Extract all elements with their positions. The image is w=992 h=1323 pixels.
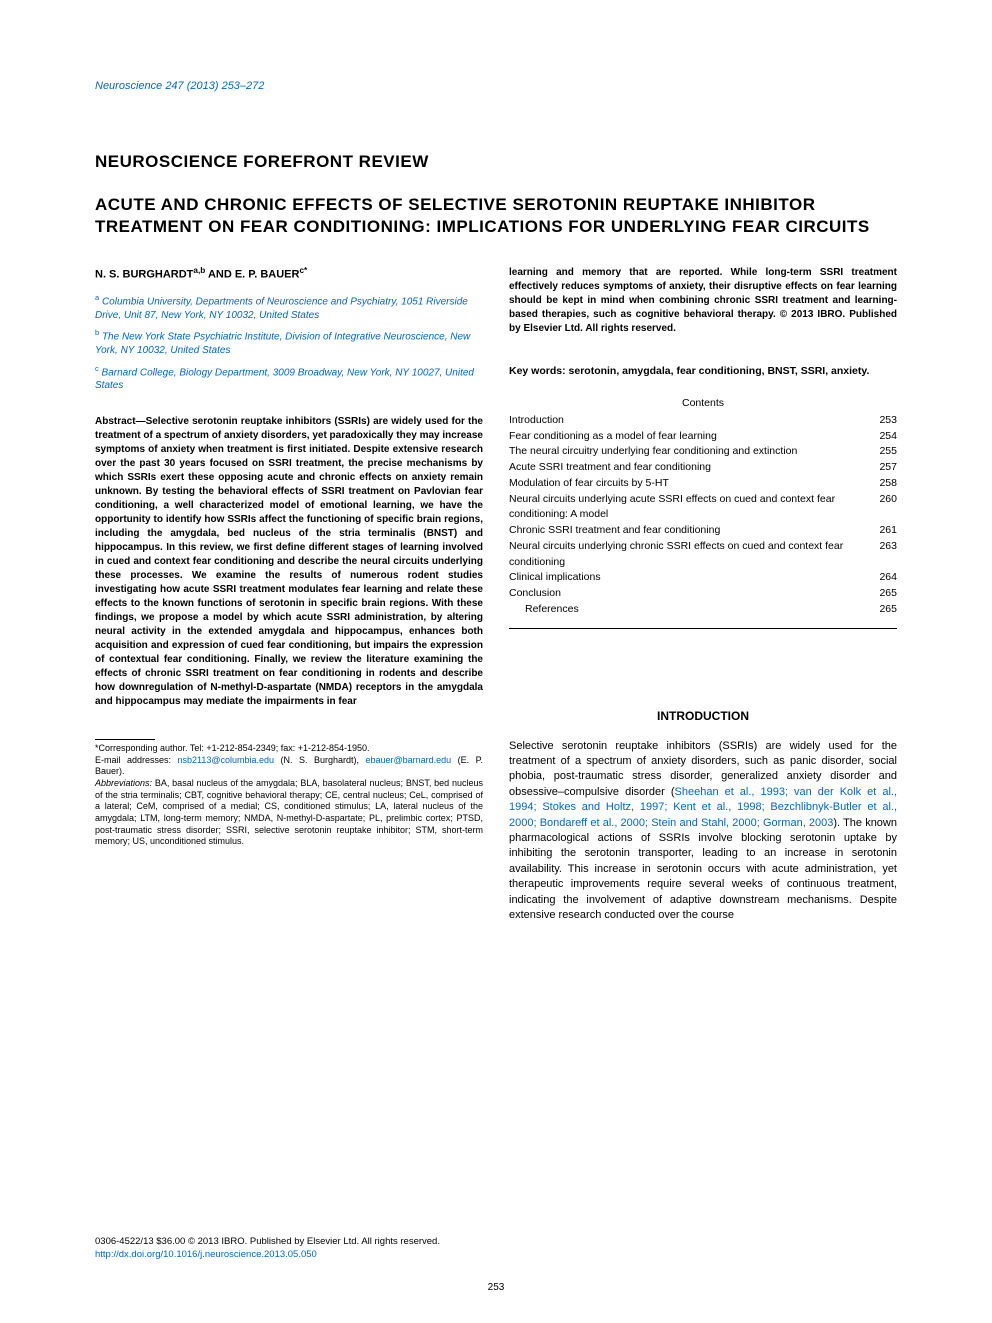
journal-reference: Neuroscience 247 (2013) 253–272 <box>95 80 897 92</box>
toc-label: Modulation of fear circuits by 5-HT <box>509 476 879 492</box>
toc-entry[interactable]: References265 <box>509 602 897 618</box>
toc-page: 253 <box>879 413 897 429</box>
right-column: learning and memory that are reported. W… <box>509 266 897 923</box>
corresponding-author-footnote: *Corresponding author. Tel: +1-212-854-2… <box>95 743 483 755</box>
toc-page: 261 <box>879 523 897 539</box>
toc-entry[interactable]: The neural circuitry underlying fear con… <box>509 444 897 460</box>
toc-entry[interactable]: Chronic SSRI treatment and fear conditio… <box>509 523 897 539</box>
intro-text-2: ). The known pharmacological actions of … <box>509 817 897 921</box>
contents-rule <box>509 628 897 629</box>
toc-page: 264 <box>879 570 897 586</box>
contents-heading: Contents <box>509 397 897 409</box>
toc-label: Chronic SSRI treatment and fear conditio… <box>509 523 879 539</box>
introduction-body: Selective serotonin reuptake inhibitors … <box>509 739 897 924</box>
toc-page: 255 <box>879 444 897 460</box>
toc-label: Conclusion <box>509 586 879 602</box>
affiliation: b The New York State Psychiatric Institu… <box>95 328 483 357</box>
toc-label: Neural circuits underlying chronic SSRI … <box>509 539 879 571</box>
author-email-link-2[interactable]: ebauer@barnard.edu <box>365 755 451 765</box>
abstract-text-right: learning and memory that are reported. W… <box>509 266 897 336</box>
abbreviations-text: BA, basal nucleus of the amygdala; BLA, … <box>95 778 483 846</box>
page-number: 253 <box>0 1282 992 1293</box>
toc-label: References <box>509 602 879 618</box>
abbreviations-label: Abbreviations: <box>95 778 152 788</box>
doi-link[interactable]: http://dx.doi.org/10.1016/j.neuroscience… <box>95 1249 317 1260</box>
footer-issn: 0306-4522/13 $36.00 © 2013 IBRO. Publish… <box>95 1236 440 1247</box>
left-column: N. S. BURGHARDTa,b AND E. P. BAUERc* a C… <box>95 266 483 923</box>
review-section-label: NEUROSCIENCE FOREFRONT REVIEW <box>95 152 897 172</box>
abstract-text-left: Abstract—Selective serotonin reuptake in… <box>95 415 483 709</box>
footer-publication-info: 0306-4522/13 $36.00 © 2013 IBRO. Publish… <box>95 1236 897 1261</box>
toc-page: 265 <box>879 586 897 602</box>
toc-page: 263 <box>879 539 897 555</box>
table-of-contents: Introduction253Fear conditioning as a mo… <box>509 413 897 618</box>
toc-label: Fear conditioning as a model of fear lea… <box>509 429 879 445</box>
toc-entry[interactable]: Modulation of fear circuits by 5-HT258 <box>509 476 897 492</box>
toc-entry[interactable]: Acute SSRI treatment and fear conditioni… <box>509 460 897 476</box>
email-label: E-mail addresses: <box>95 755 177 765</box>
toc-label: Clinical implications <box>509 570 879 586</box>
toc-page: 254 <box>879 429 897 445</box>
affiliation: a Columbia University, Departments of Ne… <box>95 293 483 322</box>
toc-entry[interactable]: Clinical implications264 <box>509 570 897 586</box>
toc-page: 257 <box>879 460 897 476</box>
toc-label: Acute SSRI treatment and fear conditioni… <box>509 460 879 476</box>
toc-page: 265 <box>879 602 897 618</box>
author-name-1: (N. S. Burghardt), <box>274 755 365 765</box>
toc-label: Neural circuits underlying acute SSRI ef… <box>509 492 879 524</box>
keywords: Key words: serotonin, amygdala, fear con… <box>509 364 897 379</box>
author-email-link-1[interactable]: nsb2113@columbia.edu <box>177 755 274 765</box>
toc-entry[interactable]: Neural circuits underlying chronic SSRI … <box>509 539 897 571</box>
email-footnote: E-mail addresses: nsb2113@columbia.edu (… <box>95 755 483 778</box>
toc-entry[interactable]: Introduction253 <box>509 413 897 429</box>
toc-entry[interactable]: Fear conditioning as a model of fear lea… <box>509 429 897 445</box>
toc-label: Introduction <box>509 413 879 429</box>
footnote-separator <box>95 739 155 740</box>
toc-page: 260 <box>879 492 897 508</box>
toc-page: 258 <box>879 476 897 492</box>
author-list: N. S. BURGHARDTa,b AND E. P. BAUERc* <box>95 266 483 281</box>
toc-label: The neural circuitry underlying fear con… <box>509 444 879 460</box>
affiliation: c Barnard College, Biology Department, 3… <box>95 364 483 393</box>
article-title: ACUTE AND CHRONIC EFFECTS OF SELECTIVE S… <box>95 194 897 238</box>
introduction-heading: INTRODUCTION <box>509 709 897 723</box>
toc-entry[interactable]: Neural circuits underlying acute SSRI ef… <box>509 492 897 524</box>
abbreviations-footnote: Abbreviations: BA, basal nucleus of the … <box>95 778 483 848</box>
toc-entry[interactable]: Conclusion265 <box>509 586 897 602</box>
two-column-layout: N. S. BURGHARDTa,b AND E. P. BAUERc* a C… <box>95 266 897 923</box>
